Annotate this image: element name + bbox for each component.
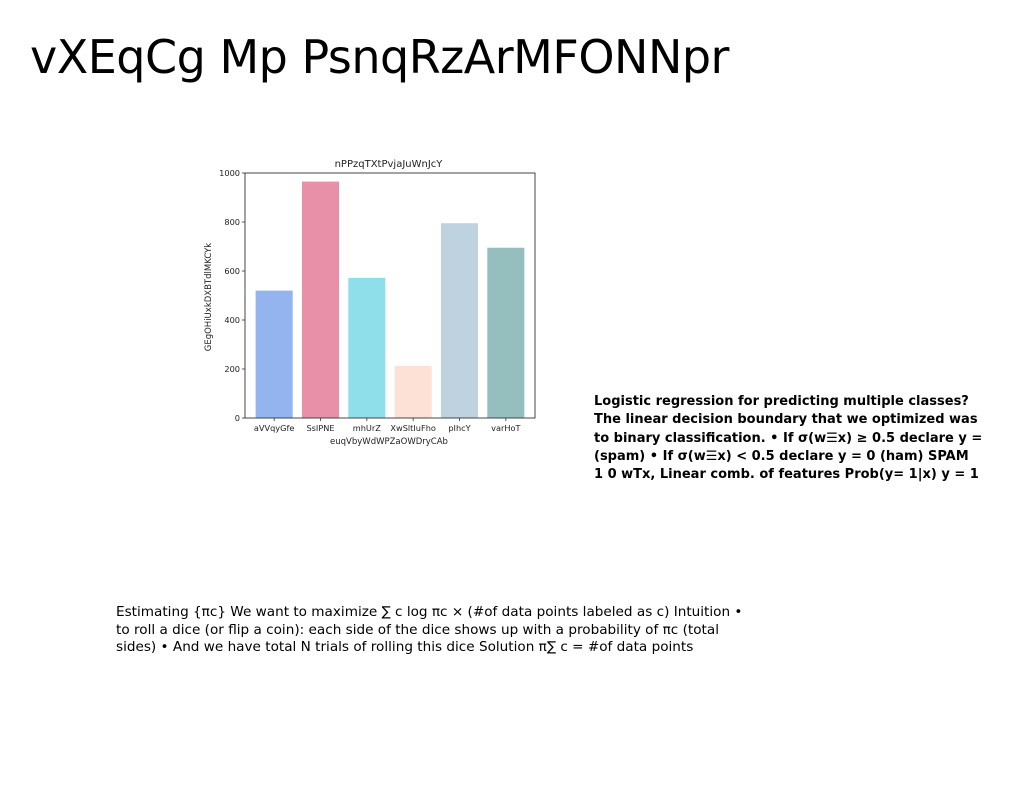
y-tick-label-3: 600 (224, 266, 240, 276)
x-tick-label-1: SsIPNE (306, 423, 334, 433)
x-tick-label-2: mhUrZ (353, 423, 382, 433)
bar-chart-svg: nPPzqTXtPvjaJuWnJcY GEgOHiUxkDXBTdlMKCYk… (204, 159, 536, 447)
slide-title: vXEqCg Mp PsnqRzArMFONNpr (30, 30, 729, 84)
x-tick-label-0: aVVqyGfe (254, 423, 295, 433)
estimating-pi-note: Estimating {πc} We want to maximize ∑ c … (116, 604, 743, 655)
x-tick-label-4: pIhcY (448, 423, 471, 433)
bar-1 (301, 181, 340, 418)
logistic-regression-note: Logistic regression for predicting multi… (594, 394, 983, 483)
y-tick-label-5: 1000 (219, 168, 240, 178)
chart-ylabel: GEgOHiUxkDXBTdlMKCYk (204, 243, 214, 352)
bar-4 (440, 223, 479, 418)
chart-xlabel: euqVbyWdWPZaOWDryCAb (330, 437, 448, 447)
chart-plot-area: aVVqyGfe SsIPNE mhUrZ XwSltIuFho pIhcY varHoT… (219, 168, 536, 433)
y-tick-label-0: 0 (235, 413, 240, 423)
bar-5 (487, 247, 525, 418)
plot-frame (244, 172, 536, 419)
x-tick-label-3: XwSltIuFho (390, 423, 436, 433)
x-tick-label-5: varHoT (491, 423, 521, 433)
bar-0 (255, 290, 293, 418)
bar-chart: nPPzqTXtPvjaJuWnJcY GEgOHiUxkDXBTdlMKCYk… (196, 150, 546, 450)
y-tick-label-2: 400 (224, 315, 240, 325)
y-tick-label-1: 200 (224, 364, 240, 374)
chart-title: nPPzqTXtPvjaJuWnJcY (335, 159, 444, 170)
bar-2 (348, 277, 386, 418)
bar-3 (394, 365, 432, 418)
y-tick-label-4: 800 (224, 217, 240, 227)
